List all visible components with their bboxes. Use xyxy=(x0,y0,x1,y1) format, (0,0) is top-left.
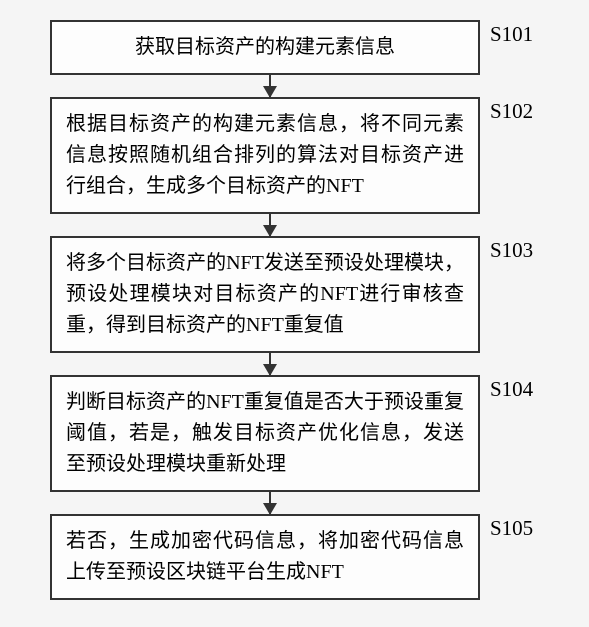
step-box: 将多个目标资产的NFT发送至预设处理模块，预设处理模块对目标资产的NFT进行审核… xyxy=(50,236,480,353)
step-box: 获取目标资产的构建元素信息 xyxy=(50,20,480,75)
step-row: 判断目标资产的NFT重复值是否大于预设重复阈值，若是，触发目标资产优化信息，发送… xyxy=(30,375,559,492)
step-box: 判断目标资产的NFT重复值是否大于预设重复阈值，若是，触发目标资产优化信息，发送… xyxy=(50,375,480,492)
step-box: 若否，生成加密代码信息，将加密代码信息上传至预设区块链平台生成NFT xyxy=(50,514,480,600)
step-label: S102 xyxy=(490,99,533,124)
step-label: S103 xyxy=(490,238,533,263)
arrow xyxy=(5,75,534,97)
step-row: 若否，生成加密代码信息，将加密代码信息上传至预设区块链平台生成NFT S105 xyxy=(30,514,559,600)
step-row: 获取目标资产的构建元素信息 S101 xyxy=(30,20,559,75)
arrow xyxy=(5,353,534,375)
flowchart-container: 获取目标资产的构建元素信息 S101 根据目标资产的构建元素信息，将不同元素信息按照… xyxy=(30,20,559,600)
step-label: S101 xyxy=(490,22,533,47)
step-row: 将多个目标资产的NFT发送至预设处理模块，预设处理模块对目标资产的NFT进行审核… xyxy=(30,236,559,353)
step-box: 根据目标资产的构建元素信息，将不同元素信息按照随机组合排列的算法对目标资产进行组… xyxy=(50,97,480,214)
arrow xyxy=(5,492,534,514)
step-row: 根据目标资产的构建元素信息，将不同元素信息按照随机组合排列的算法对目标资产进行组… xyxy=(30,97,559,214)
arrow xyxy=(5,214,534,236)
step-label: S105 xyxy=(490,516,533,541)
step-label: S104 xyxy=(490,377,533,402)
